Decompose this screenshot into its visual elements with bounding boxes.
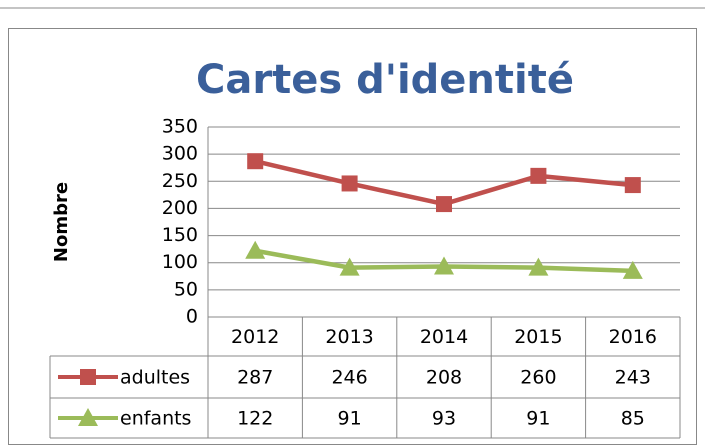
marker xyxy=(78,408,98,426)
marker xyxy=(245,240,266,259)
table-value: 91 xyxy=(526,408,550,430)
marker xyxy=(624,177,641,194)
x-tick-label: 2015 xyxy=(514,326,562,348)
table-value: 287 xyxy=(237,367,273,389)
y-tick-label: 250 xyxy=(162,170,198,192)
legend-label: enfants xyxy=(120,408,191,430)
x-tick-label: 2013 xyxy=(325,326,373,348)
table-value: 260 xyxy=(520,367,556,389)
y-tick-label: 100 xyxy=(162,251,198,273)
y-axis-label: Nombre xyxy=(51,182,72,262)
marker xyxy=(528,257,549,276)
y-tick-label: 300 xyxy=(162,143,198,165)
y-tick-label: 350 xyxy=(162,116,198,138)
marker xyxy=(247,153,264,170)
chart-frame xyxy=(8,28,697,445)
table-value: 91 xyxy=(338,408,362,430)
table-value: 208 xyxy=(426,367,462,389)
marker xyxy=(530,167,547,184)
y-tick-label: 200 xyxy=(162,197,198,219)
marker xyxy=(341,175,358,192)
table-value: 85 xyxy=(621,408,645,430)
table-value: 246 xyxy=(331,367,367,389)
table-value: 93 xyxy=(432,408,456,430)
marker xyxy=(434,256,454,275)
chart-title: Cartes d'identité xyxy=(196,57,574,103)
table-value: 122 xyxy=(237,408,273,430)
x-tick-label: 2014 xyxy=(420,326,468,348)
y-tick-label: 50 xyxy=(174,278,198,300)
y-tick-label: 0 xyxy=(186,306,198,328)
table-value: 243 xyxy=(615,367,651,389)
x-tick-label: 2012 xyxy=(231,326,279,348)
marker xyxy=(436,196,452,213)
marker xyxy=(339,257,360,276)
marker xyxy=(80,369,96,385)
x-tick-label: 2016 xyxy=(609,326,657,348)
legend-label: adultes xyxy=(120,367,190,389)
y-tick-label: 150 xyxy=(162,224,198,246)
marker xyxy=(622,260,643,279)
